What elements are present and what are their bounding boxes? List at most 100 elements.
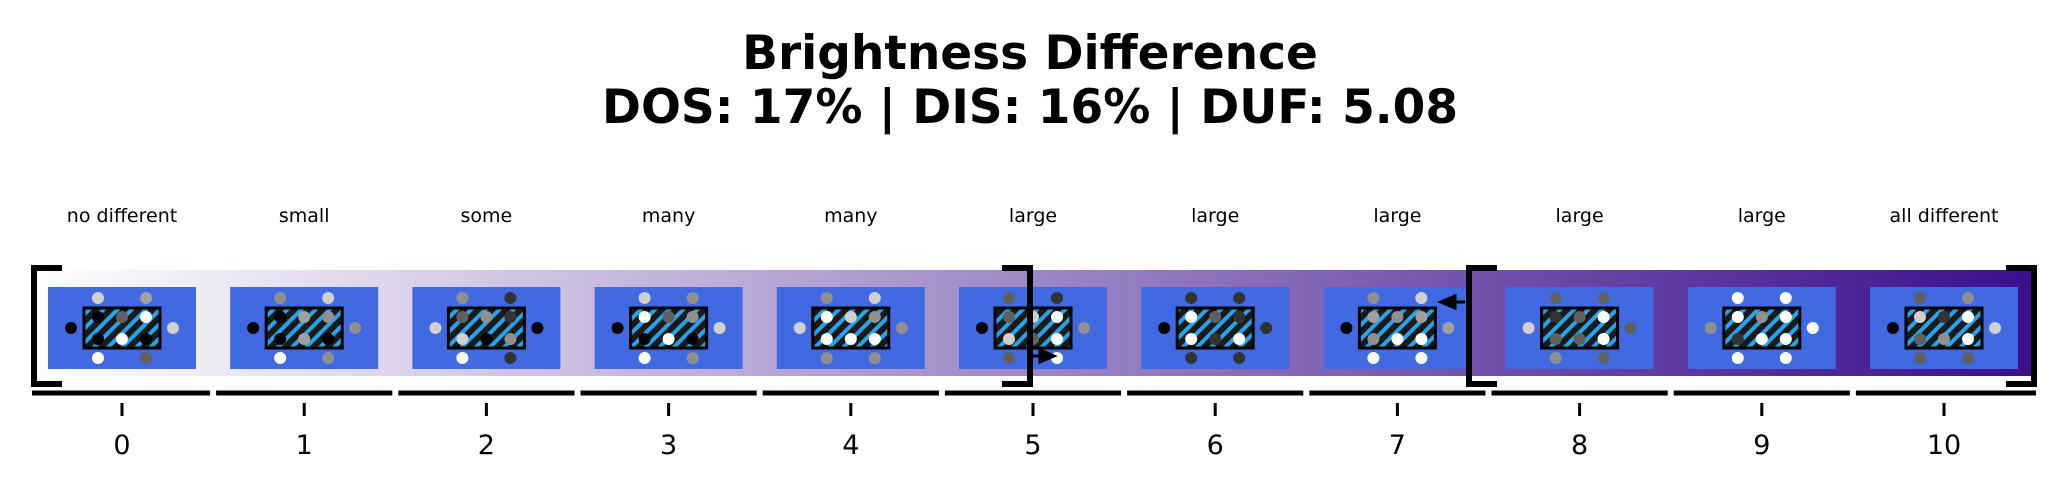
stimulus-dot	[844, 311, 857, 323]
stimulus-dot	[1415, 292, 1428, 304]
stimulus-dot	[1367, 292, 1380, 304]
stimulus-dot	[1989, 322, 2001, 334]
range-arrows	[1030, 293, 1465, 365]
stimulus-dot	[1573, 333, 1586, 345]
stimulus-dot	[1415, 311, 1428, 323]
stimulus-dot	[1078, 322, 1090, 334]
stimulus-dot	[686, 333, 699, 345]
stimulus-dot	[1209, 333, 1222, 345]
stimulus-dot	[686, 292, 699, 304]
stimulus-dot	[1962, 292, 1974, 304]
stimulus-dot	[686, 352, 699, 364]
stimulus-dot	[456, 333, 469, 345]
stimulus-dot	[713, 322, 726, 334]
arrow-right	[1030, 347, 1058, 365]
stimulus-dot	[1051, 311, 1063, 323]
stimulus-dot	[820, 352, 833, 364]
stimulus-dot	[844, 333, 857, 345]
stimulus-dot	[456, 352, 469, 364]
stimulus-dot	[1962, 311, 1974, 323]
stimulus-dot	[1549, 292, 1562, 304]
stimulus-dot	[274, 333, 287, 345]
axis	[32, 390, 2036, 416]
tick-label: 3	[660, 430, 678, 461]
stimulus-dot	[1597, 311, 1610, 323]
stimulus-dot	[322, 352, 335, 364]
tick-label: 9	[1753, 430, 1771, 461]
tick-label: 0	[113, 430, 131, 461]
stimulus-dot	[1158, 322, 1171, 334]
stimulus-dot	[1051, 333, 1063, 345]
stimulus-dot	[274, 352, 287, 364]
stimulus-panel	[594, 287, 743, 369]
stimulus-dot	[504, 333, 517, 345]
stimulus-dot	[1704, 322, 1717, 334]
stimulus-dot	[1367, 311, 1380, 323]
stimulus-dot	[1549, 352, 1562, 364]
tick-label: 8	[1571, 430, 1589, 461]
stimulus-dot	[116, 311, 128, 323]
stimulus-dot	[92, 292, 104, 304]
stimulus-dot	[1597, 292, 1610, 304]
stimulus-dot	[1260, 322, 1273, 334]
stimulus-dot	[611, 322, 624, 334]
tick-label: 7	[1388, 430, 1406, 461]
stimulus-panel	[230, 287, 379, 369]
stimulus-dot	[1522, 322, 1535, 334]
arrow-left	[1437, 293, 1465, 311]
stimulus-dot	[1914, 333, 1926, 345]
stimulus-dot	[868, 292, 881, 304]
stimulus-dot	[820, 292, 833, 304]
stimulus-dot	[456, 292, 469, 304]
stimulus-dot	[1731, 311, 1744, 323]
stimulus-panel	[48, 287, 196, 369]
level-label: many	[641, 205, 696, 227]
level-label: large	[1555, 205, 1604, 227]
chart-title: Brightness Difference	[742, 26, 1318, 81]
bracket-mid	[1002, 265, 1033, 387]
stimulus-dot	[1003, 311, 1015, 323]
stimulus-dot	[140, 352, 152, 364]
stimulus-dot	[298, 333, 311, 345]
stimulus-dot	[480, 333, 493, 345]
stimulus-dot	[638, 333, 651, 345]
stimulus-dot	[429, 322, 442, 334]
tick-label: 10	[1926, 430, 1962, 461]
stimulus-dot	[1003, 352, 1015, 364]
stimulus-dot	[1391, 333, 1404, 345]
stimulus-dot	[322, 292, 335, 304]
stimulus-dot	[92, 333, 104, 345]
stimulus-dot	[1391, 311, 1404, 323]
stimulus-panels	[48, 287, 2018, 369]
stimulus-dot	[1367, 352, 1380, 364]
stimulus-dot	[1624, 322, 1637, 334]
stimulus-dot	[349, 322, 362, 334]
stimulus-dot	[504, 311, 517, 323]
level-label: some	[460, 205, 513, 227]
stimulus-dot	[1938, 311, 1950, 323]
stimulus-dot	[1003, 333, 1015, 345]
stimulus-dot	[868, 333, 881, 345]
stimulus-dot	[1731, 292, 1744, 304]
stimulus-panel	[1505, 287, 1654, 369]
stimulus-dot	[92, 352, 104, 364]
stimulus-dot	[1887, 322, 1899, 334]
stimulus-dot	[820, 333, 833, 345]
stimulus-dot	[1914, 292, 1926, 304]
stimulus-panel	[412, 287, 561, 369]
stimulus-dot	[1914, 311, 1926, 323]
stimulus-dot	[140, 333, 152, 345]
stimulus-dot	[92, 311, 104, 323]
tick-label: 6	[1206, 430, 1224, 461]
stimulus-dot	[1806, 322, 1819, 334]
stimulus-panel	[1870, 287, 2018, 369]
stimulus-dot	[1185, 333, 1198, 345]
bracket-right-open	[1466, 265, 1497, 387]
stimulus-dot	[298, 311, 311, 323]
stimulus-dot	[1415, 333, 1428, 345]
stimulus-dot	[274, 292, 287, 304]
stimulus-dot	[1051, 292, 1063, 304]
tick-label: 1	[295, 430, 313, 461]
stimulus-dot	[1731, 333, 1744, 345]
